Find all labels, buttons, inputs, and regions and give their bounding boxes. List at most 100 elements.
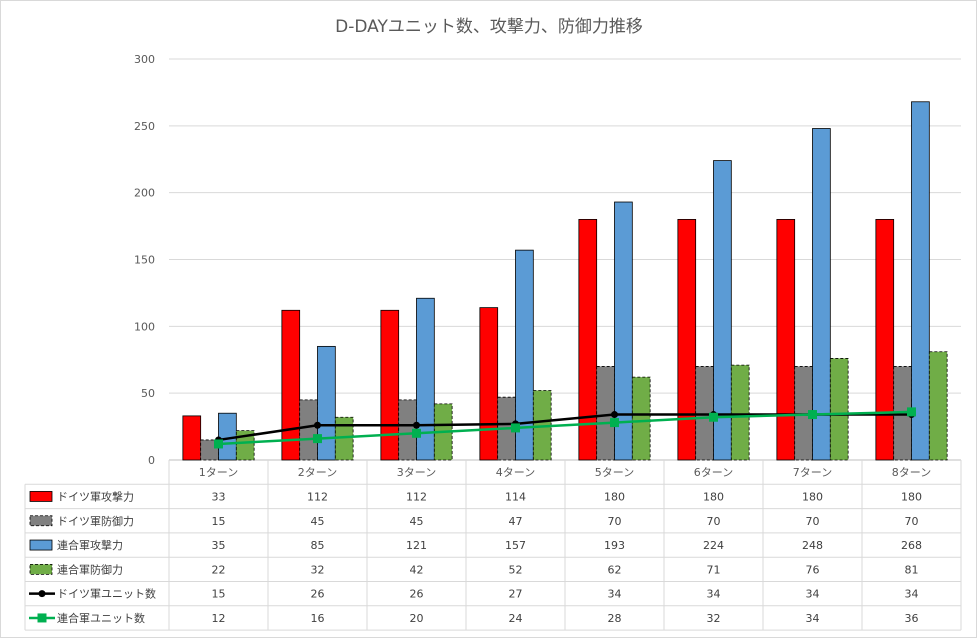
line-point-2-2 [313,434,322,444]
table-cell-1-4: 114 [505,490,526,503]
bar-4-6 [730,364,750,461]
bar-2-7 [794,366,813,461]
table-cell-2-3: 45 [410,515,424,528]
bar-4-1 [235,430,255,461]
x-tick-label-7: 7ターン [793,466,832,479]
x-tick-label-3: 3ターン [397,466,436,479]
line-series-2 [218,410,912,446]
bar-1-3 [380,309,400,461]
bar-4-2 [334,416,354,461]
table-cell-5-1: 15 [212,588,226,601]
y-tick-label-0: 0 [148,454,155,467]
table-cell-3-1: 35 [212,539,226,552]
y-tick-label-250: 250 [134,120,155,133]
table-cell-5-7: 34 [806,588,820,601]
bar-2-2 [299,399,318,461]
table-cell-2-2: 45 [311,515,325,528]
table-cell-3-6: 224 [703,539,724,552]
table-cell-2-5: 70 [608,515,622,528]
line-point-1-3 [413,421,420,429]
x-tick-label-8: 8ターン [892,466,931,479]
bar-4-7 [829,358,849,461]
table-cell-5-4: 27 [509,588,523,601]
table-cell-3-7: 248 [802,539,823,552]
chart-title: D-DAYユニット数、攻撃力、防御力推移 [335,17,643,37]
table-cell-6-1: 12 [212,612,226,625]
table-cell-3-3: 121 [406,539,427,552]
legend-label-5: ドイツ軍ユニット数 [57,588,156,601]
bar-4-8 [928,351,948,461]
bar-3-7 [812,128,831,461]
x-tick-label-1: 1ターン [199,466,238,479]
bar-3-8 [911,101,930,461]
table-cell-1-1: 33 [212,490,226,503]
bar-2-5 [596,366,615,461]
lines [214,407,916,449]
table-cell-2-4: 47 [509,515,523,528]
table-cell-1-6: 180 [703,490,724,503]
line-point-1-2 [314,421,321,429]
legend-key-2 [29,515,53,527]
line-point-2-5 [610,418,619,428]
bar-1-1 [182,415,202,461]
legend-label-2: ドイツ軍防御力 [57,514,134,528]
table-cell-5-8: 34 [905,588,919,601]
x-tick-label-2: 2ターン [298,466,337,479]
bar-3-3 [416,297,435,461]
table-cell-4-7: 76 [806,563,820,576]
table-cell-6-4: 24 [509,612,523,625]
legend-key-4 [29,563,53,575]
bar-3-4 [515,249,534,461]
y-tick-label-100: 100 [134,320,155,333]
line-point-2-1 [214,439,223,449]
table-cell-4-3: 42 [410,563,424,576]
bar-1-6 [677,218,697,461]
legend-key-3 [29,539,53,551]
table-cell-4-1: 22 [212,563,226,576]
table-cell-5-5: 34 [608,588,622,601]
bars [182,101,948,461]
table-cell-4-2: 32 [311,563,325,576]
table-cell-1-5: 180 [604,490,625,503]
x-tick-label-6: 6ターン [694,466,733,479]
legend-marker-6 [37,613,47,623]
table-cell-6-3: 20 [410,612,424,625]
table-cell-6-7: 34 [806,612,820,625]
table-cell-5-6: 34 [707,588,721,601]
y-tick-label-300: 300 [134,53,155,66]
legend-marker-5 [38,590,46,598]
table-cell-2-8: 70 [905,515,919,528]
table-cell-3-8: 268 [901,539,922,552]
table-cell-6-6: 32 [707,612,721,625]
bar-1-4 [479,307,499,461]
table-cell-2-7: 70 [806,515,820,528]
table-cell-2-1: 15 [212,515,226,528]
table-cell-4-8: 81 [905,563,919,576]
table-cell-6-8: 36 [905,612,919,625]
y-tick-label-150: 150 [134,254,155,267]
table-cell-1-7: 180 [802,490,823,503]
table-cell-1-3: 112 [406,490,427,503]
x-tick-label-5: 5ターン [595,466,634,479]
legend-label-1: ドイツ軍攻撃力 [57,489,134,503]
table-cell-6-2: 16 [311,612,325,625]
table-cell-4-4: 52 [509,563,523,576]
legend-label-6: 連合軍ユニット数 [57,611,145,625]
bar-1-8 [875,218,895,461]
bar-3-2 [317,345,336,461]
table-cell-6-5: 28 [608,612,622,625]
table-cell-3-5: 193 [604,539,625,552]
legend-label-4: 連合軍防御力 [57,562,123,576]
table-cell-3-4: 157 [505,539,526,552]
line-point-1-5 [611,411,618,419]
legend-key-1 [29,491,53,502]
table-cell-1-8: 180 [901,490,922,503]
line-point-2-8 [907,407,916,417]
y-tick-label-50: 50 [141,387,155,400]
bar-2-6 [695,366,714,461]
bar-1-2 [281,309,301,461]
legend-label-3: 連合軍攻撃力 [57,538,123,552]
